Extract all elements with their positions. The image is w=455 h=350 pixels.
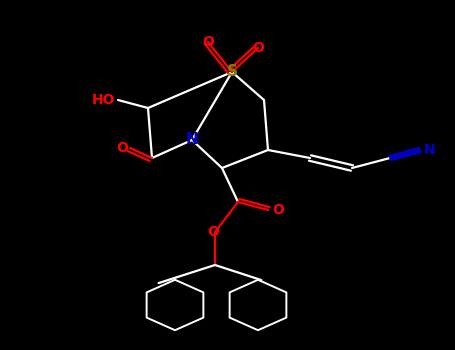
Text: HO: HO xyxy=(92,93,116,107)
Text: O: O xyxy=(207,225,219,239)
Text: O: O xyxy=(252,41,264,55)
Text: N: N xyxy=(424,143,435,157)
Text: O: O xyxy=(116,141,128,155)
Text: O: O xyxy=(273,203,284,217)
Text: N: N xyxy=(186,133,198,147)
Text: S: S xyxy=(227,64,238,79)
Text: O: O xyxy=(202,35,214,49)
